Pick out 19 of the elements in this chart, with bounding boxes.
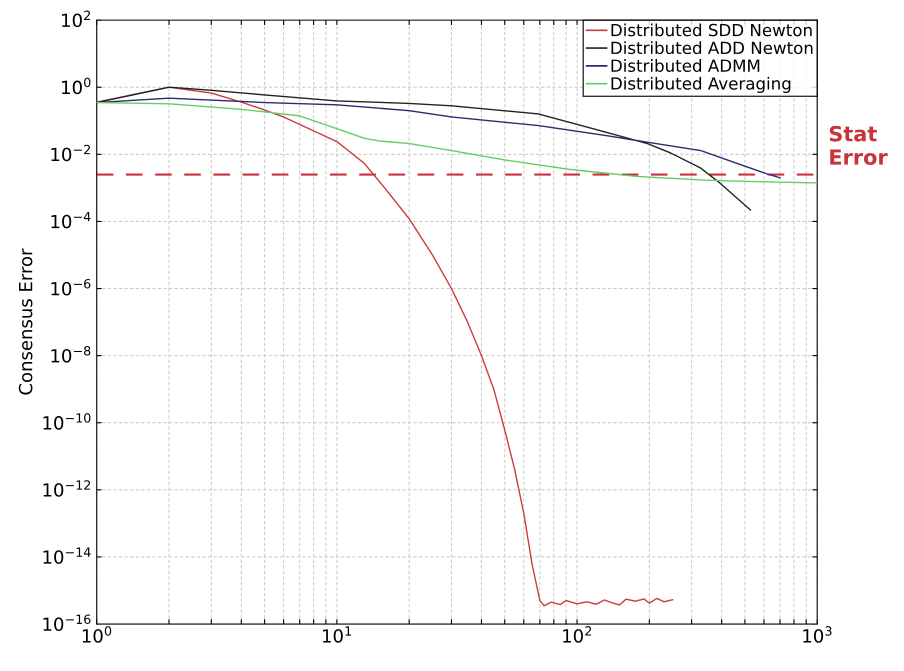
y-tick-label: 10$^{−6}$ — [51, 278, 90, 296]
ref-line-label: Stat Error — [830, 126, 888, 165]
y-tick-label: 10$^{−14}$ — [43, 548, 91, 564]
y-tick-label: 10$^{−8}$ — [51, 346, 90, 363]
y-tick-label: 10$^{−10}$ — [43, 413, 90, 430]
y-tick-label: 10$^{−12}$ — [43, 480, 90, 497]
legend-label: Distributed ADMM — [612, 59, 760, 72]
x-tick-label: 10$^{1}$ — [322, 626, 352, 643]
y-tick-label: 10$^{2}$ — [62, 10, 90, 28]
legend-label: Distributed ADD Newton — [612, 41, 812, 54]
y-tick-label: 10$^{−4}$ — [51, 212, 91, 228]
x-tick-label: 10$^{3}$ — [803, 626, 832, 643]
x-tick-label: 10$^{2}$ — [563, 626, 592, 643]
y-tick-label: 10$^{0}$ — [62, 78, 90, 94]
y-tick-label: 10$^{−2}$ — [51, 144, 90, 162]
y-axis-title: Consensus Error — [18, 248, 32, 395]
x-tick-label: 10$^{0}$ — [82, 626, 112, 643]
legend-label: Distributed SDD Newton — [612, 23, 812, 36]
legend-label: Distributed Averaging — [612, 76, 790, 93]
